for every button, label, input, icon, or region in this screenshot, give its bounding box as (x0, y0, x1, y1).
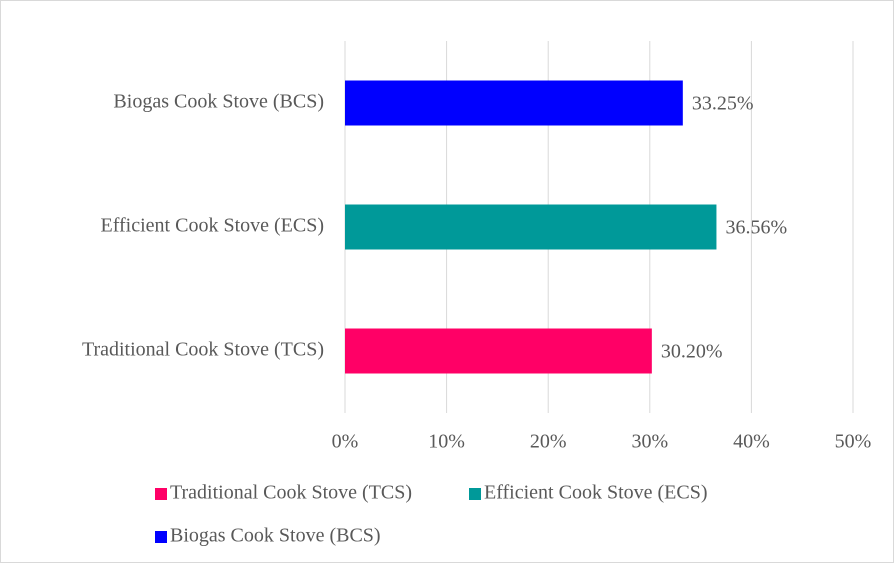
y-tick-label: Biogas Cook Stove (BCS) (113, 91, 324, 113)
value-label: 33.25% (692, 93, 754, 115)
x-tick-label: 50% (835, 431, 872, 453)
x-tick-label: 20% (530, 431, 567, 453)
y-tick-label: Traditional Cook Stove (TCS) (82, 339, 324, 361)
legend-label: Biogas Cook Stove (BCS) (170, 525, 381, 547)
x-tick-label: 40% (733, 431, 770, 453)
value-label: 36.56% (725, 217, 787, 239)
bar (345, 204, 717, 250)
x-tick-label: 10% (428, 431, 465, 453)
legend-swatch (155, 488, 167, 500)
x-tick-label: 0% (332, 431, 359, 453)
legend-label: Traditional Cook Stove (TCS) (170, 482, 412, 504)
bar (345, 80, 683, 126)
legend-swatch (155, 531, 167, 543)
bar (345, 328, 652, 374)
legend-label: Efficient Cook Stove (ECS) (484, 482, 708, 504)
x-tick-label: 30% (631, 431, 668, 453)
value-label: 30.20% (661, 341, 723, 363)
y-tick-label: Efficient Cook Stove (ECS) (101, 215, 325, 237)
legend-swatch (469, 488, 481, 500)
